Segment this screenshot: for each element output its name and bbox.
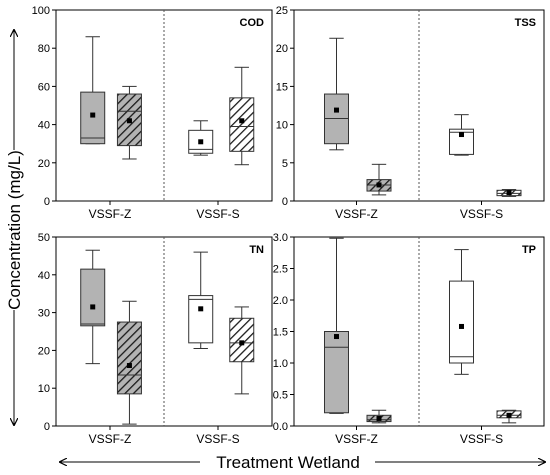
panel-title: TSS — [515, 17, 536, 29]
mean-marker — [239, 340, 245, 346]
mean-marker — [334, 107, 339, 113]
y-tick-label: 0.5 — [273, 390, 288, 402]
y-tick-label: 30 — [38, 308, 50, 320]
y-tick-label: 40 — [38, 270, 50, 282]
box-vssf-s-hatched-white — [496, 189, 522, 197]
y-tick-label: 0 — [282, 196, 288, 208]
category-label: VSSF-S — [460, 432, 503, 446]
category-label: VSSF-S — [460, 207, 503, 221]
mean-marker — [459, 132, 464, 138]
iqr-box — [229, 317, 255, 363]
box-vssf-s-white — [188, 251, 214, 350]
mean-marker — [90, 112, 96, 118]
y-tick-label: 50 — [38, 232, 50, 244]
box-vssf-z-grey — [324, 37, 349, 151]
y-tick-label: 0 — [44, 421, 50, 433]
panel-title: TN — [249, 244, 264, 256]
box-vssf-z-hatched — [116, 300, 142, 425]
box-vssf-z-grey — [80, 36, 106, 145]
y-tick-label: 3.0 — [273, 232, 288, 244]
y-tick-label: 0 — [44, 196, 50, 208]
mean-marker — [126, 118, 132, 124]
category-label: VSSF-Z — [335, 207, 378, 221]
iqr-box — [229, 97, 255, 152]
mean-marker — [459, 323, 464, 329]
y-tick-label: 2.5 — [273, 264, 288, 276]
y-tick-label: 15 — [276, 81, 288, 93]
y-tick-label: 20 — [276, 43, 288, 55]
box-vssf-s-white — [449, 114, 474, 156]
panel-cod: 0 20 40 60 80 100 VSSF-Z VSSF-S COD — [32, 5, 273, 221]
y-tick-label: 40 — [38, 120, 50, 132]
category-label: VSSF-Z — [89, 207, 132, 221]
y-tick-label: 1.5 — [273, 327, 288, 339]
mean-marker — [376, 182, 382, 188]
iqr-box — [80, 268, 106, 327]
y-tick-label: 60 — [38, 81, 50, 93]
y-tick-label: 5 — [282, 158, 288, 170]
panel-tp: 0.0 0.5 1.0 1.5 2.0 2.5 3.0 VSSF-Z VSSF-S TP — [273, 232, 545, 446]
y-axis-label: Concentration (mg/L) — [5, 150, 24, 310]
x-axis-label: Treatment Wetland — [216, 453, 360, 472]
mean-marker — [90, 304, 96, 310]
mean-marker — [198, 306, 204, 312]
box-vssf-s-white — [188, 120, 214, 156]
box-vssf-s-hatched-white — [229, 66, 255, 166]
y-tick-label: 25 — [276, 5, 288, 17]
box-vssf-s-white — [449, 249, 474, 375]
mean-marker — [198, 139, 204, 145]
box-vssf-z-hatched — [116, 85, 142, 160]
mean-marker — [506, 190, 512, 196]
box-vssf-z-hatched — [366, 163, 392, 196]
box-vssf-z-grey — [324, 237, 349, 414]
y-tick-label: 20 — [38, 158, 50, 170]
mean-marker — [126, 363, 132, 369]
box-vssf-s-hatched-white — [496, 409, 522, 424]
mean-marker — [334, 334, 339, 340]
box-vssf-z-hatched — [366, 409, 392, 424]
box-vssf-z-grey — [80, 249, 106, 365]
iqr-box — [116, 321, 142, 395]
panel-tss: 0 5 10 15 20 25 VSSF-Z VSSF-S TSS — [276, 5, 545, 221]
y-tick-label: 20 — [38, 345, 50, 357]
y-tick-label: 80 — [38, 43, 50, 55]
category-label: VSSF-S — [196, 432, 239, 446]
y-tick-label: 10 — [38, 383, 50, 395]
y-tick-label: 0.0 — [273, 421, 288, 433]
mean-marker — [239, 118, 245, 124]
mean-marker — [376, 415, 382, 421]
panel-title: COD — [240, 17, 265, 29]
iqr-box — [449, 280, 474, 364]
iqr-box — [324, 331, 349, 414]
category-label: VSSF-S — [196, 207, 239, 221]
category-label: VSSF-Z — [89, 432, 132, 446]
iqr-box — [188, 295, 214, 344]
category-label: VSSF-Z — [335, 432, 378, 446]
iqr-box — [80, 91, 106, 145]
y-tick-label: 100 — [32, 5, 50, 17]
panel-title: TP — [522, 244, 536, 256]
y-tick-label: 10 — [276, 120, 288, 132]
mean-marker — [506, 412, 512, 418]
panel-tn: 0 10 20 30 40 50 VSSF-Z VSSF-S TN — [38, 232, 273, 446]
y-tick-label: 2.0 — [273, 295, 288, 307]
y-tick-label: 1.0 — [273, 358, 288, 370]
box-vssf-s-hatched-white — [229, 306, 255, 395]
